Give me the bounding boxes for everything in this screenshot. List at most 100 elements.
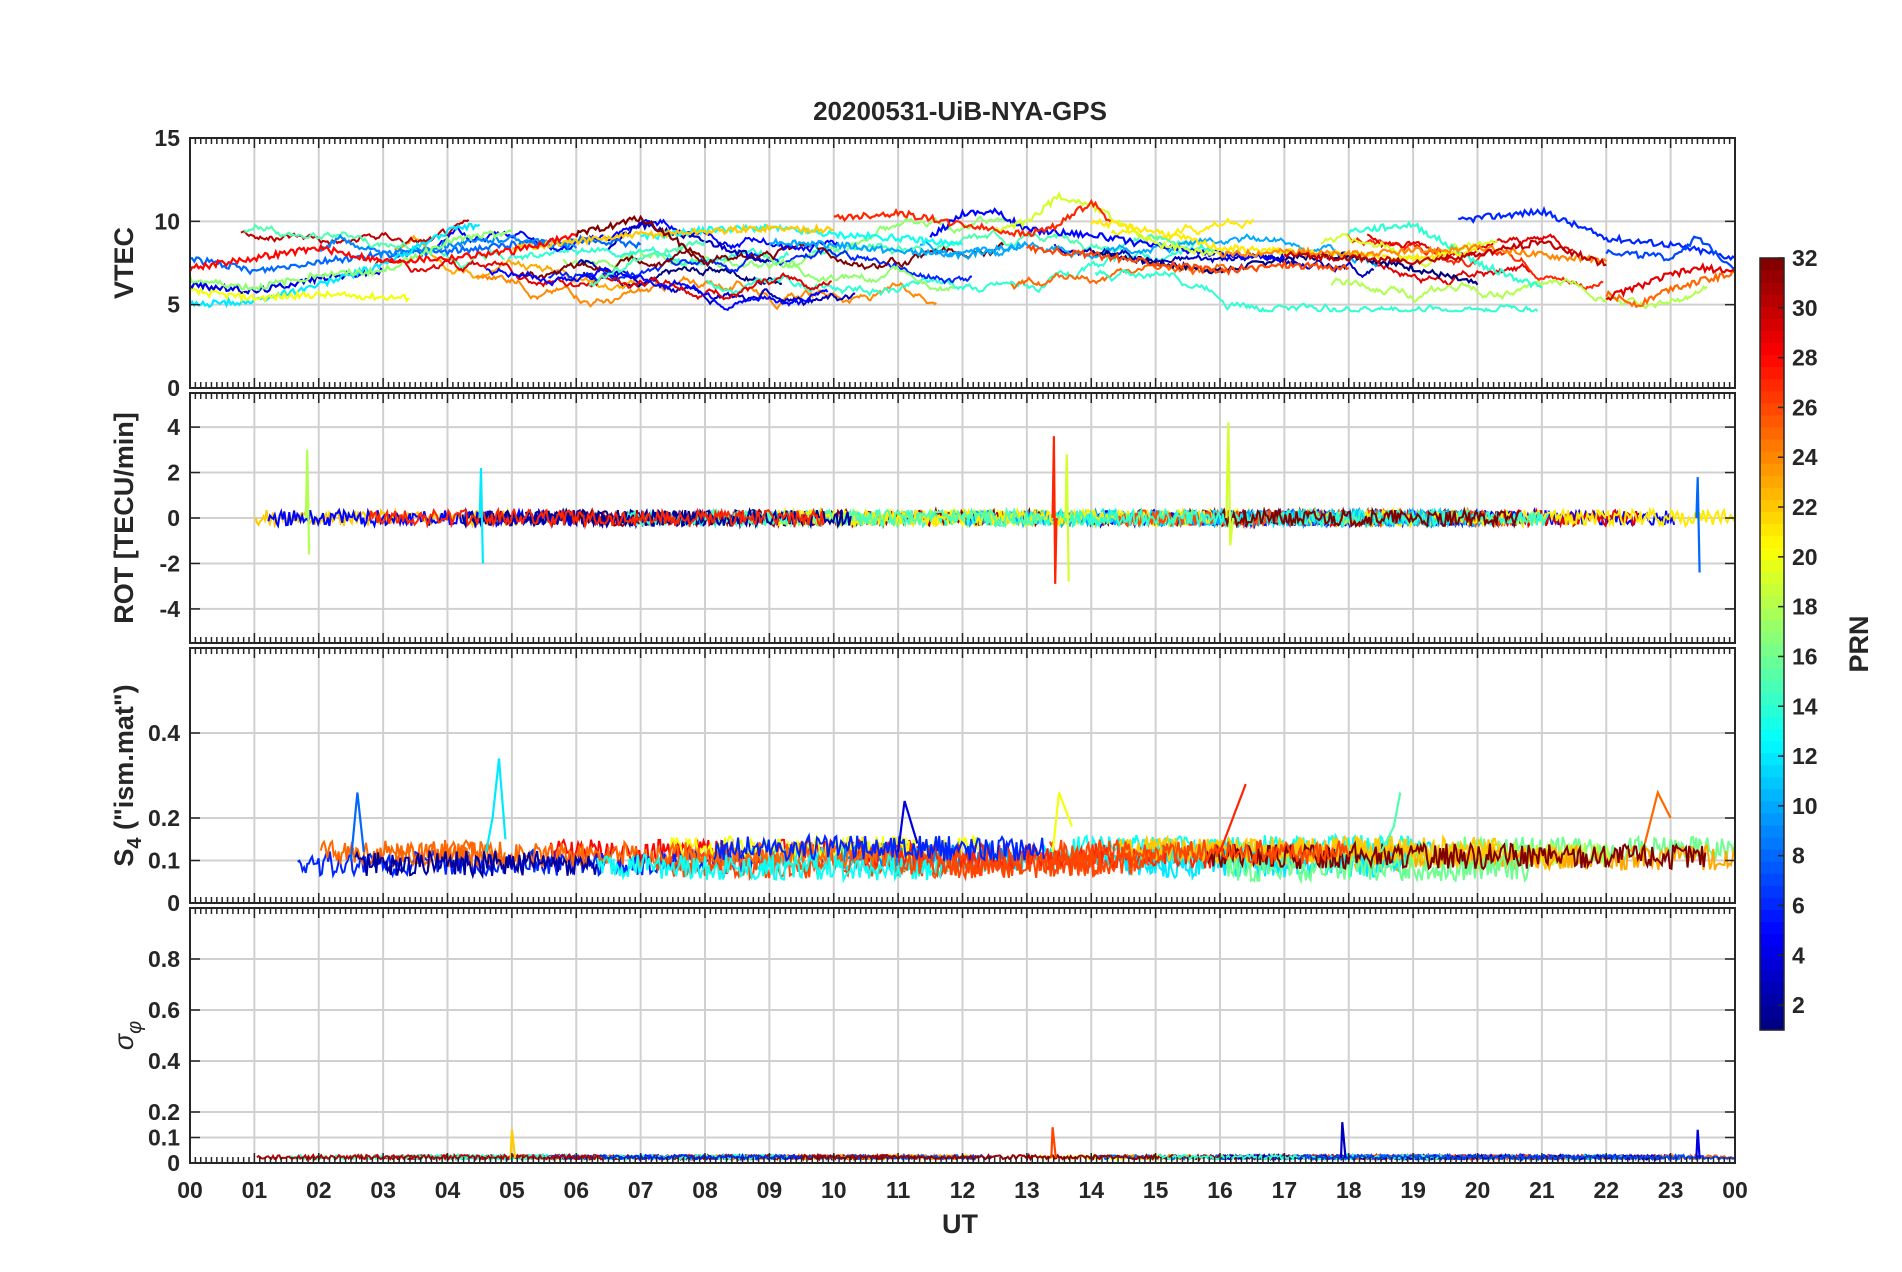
colorbar-band bbox=[1760, 378, 1784, 392]
series-prn-20 bbox=[1051, 792, 1073, 853]
x-tick-label: 02 bbox=[306, 1177, 332, 1203]
series-prn-9 bbox=[318, 233, 578, 261]
y-axis-label: σφ bbox=[109, 1021, 146, 1050]
colorbar-band bbox=[1760, 776, 1784, 790]
colorbar-band bbox=[1760, 981, 1784, 995]
trace-line bbox=[485, 266, 829, 312]
series-prn-29 bbox=[1605, 261, 1735, 302]
series-prn-8 bbox=[190, 234, 642, 276]
trace-line bbox=[368, 506, 825, 530]
trace-line bbox=[764, 254, 955, 292]
colorbar-band bbox=[1760, 438, 1784, 452]
colorbar-tick-label: 30 bbox=[1792, 295, 1818, 321]
series-prn-19 bbox=[993, 190, 1221, 257]
colorbar-band bbox=[1760, 849, 1784, 862]
colorbar-band bbox=[1760, 812, 1784, 826]
colorbar-band bbox=[1760, 547, 1784, 561]
series-prn-15 bbox=[1379, 792, 1402, 853]
colorbar-band bbox=[1760, 487, 1784, 500]
colorbar-tick-label: 6 bbox=[1792, 892, 1805, 918]
colorbar-band bbox=[1760, 258, 1784, 271]
colorbar-tick-label: 18 bbox=[1792, 594, 1818, 620]
colorbar-band bbox=[1760, 728, 1784, 742]
traces bbox=[297, 758, 1735, 885]
series-prn-18 bbox=[304, 449, 311, 555]
x-tick-label: 04 bbox=[435, 1177, 461, 1203]
y-tick-label: 2 bbox=[167, 460, 180, 486]
colorbar-band bbox=[1760, 414, 1784, 428]
colorbar-band bbox=[1760, 306, 1784, 319]
x-axis-label: UT bbox=[942, 1209, 978, 1239]
y-tick-label: 4 bbox=[167, 414, 180, 440]
trace-line bbox=[1257, 507, 1550, 529]
colorbar-band bbox=[1760, 656, 1784, 669]
y-axis-label: S4 ("ism.mat") bbox=[109, 684, 146, 866]
colorbar-tick-label: 22 bbox=[1792, 494, 1818, 520]
colorbar-band bbox=[1760, 475, 1784, 488]
colorbar-tick-label: 2 bbox=[1792, 992, 1805, 1018]
colorbar-band bbox=[1760, 270, 1784, 283]
panel-3: 0 0.1 0.2 0.4S4 ("ism.mat") bbox=[109, 647, 1736, 916]
series-prn-8 bbox=[349, 792, 365, 861]
x-tick-label: 23 bbox=[1658, 1177, 1684, 1203]
colorbar-tick-label: 16 bbox=[1792, 643, 1818, 669]
colorbar-tick-label: 26 bbox=[1792, 394, 1818, 420]
minor-ticks bbox=[189, 393, 1736, 643]
colorbar-band bbox=[1760, 824, 1784, 838]
colorbar-band bbox=[1760, 837, 1784, 850]
colorbar-band bbox=[1760, 1017, 1784, 1031]
trace-line bbox=[1225, 853, 1531, 885]
x-tick-label: 00 bbox=[177, 1177, 203, 1203]
series-prn-3 bbox=[1339, 1122, 1347, 1158]
series-prn-27 bbox=[833, 198, 1112, 238]
colorbar-band bbox=[1760, 619, 1784, 633]
chart-title: 20200531-UiB-NYA-GPS bbox=[813, 96, 1107, 126]
colorbar-band bbox=[1760, 800, 1784, 814]
y-tick-label: -4 bbox=[160, 596, 181, 622]
y-tick-label: 0.2 bbox=[148, 805, 180, 831]
trace-line bbox=[596, 852, 949, 884]
colorbar-band bbox=[1760, 463, 1784, 476]
colorbar-band bbox=[1760, 595, 1784, 609]
colorbar-band bbox=[1760, 764, 1784, 778]
x-tick-label: 06 bbox=[563, 1177, 589, 1203]
y-tick-label: 0 bbox=[167, 890, 180, 916]
colorbar-band bbox=[1760, 390, 1784, 404]
x-tick-label: 11 bbox=[886, 1177, 911, 1203]
series-prn-20 bbox=[190, 287, 410, 304]
x-tick-label: 00 bbox=[1722, 1177, 1748, 1203]
series-prn-25 bbox=[1605, 268, 1735, 309]
x-tick-label: 19 bbox=[1400, 1177, 1426, 1203]
series-prn-4 bbox=[897, 800, 919, 853]
series-prn-28 bbox=[190, 232, 577, 272]
colorbar-band bbox=[1760, 644, 1784, 657]
minor-ticks bbox=[189, 648, 1736, 903]
colorbar-tick-label: 20 bbox=[1792, 544, 1818, 570]
minor-ticks bbox=[189, 138, 1736, 388]
y-tick-label: -2 bbox=[160, 550, 180, 576]
series-prn-7 bbox=[1605, 235, 1735, 270]
series-prn-8 bbox=[1695, 477, 1701, 573]
x-tick-label: 01 bbox=[242, 1177, 268, 1203]
trace-line bbox=[713, 832, 1045, 863]
series-prn-22 bbox=[509, 1129, 517, 1159]
y-tick-label: 5 bbox=[167, 292, 180, 318]
colorbar-band bbox=[1760, 933, 1784, 947]
series-prn-4 bbox=[1695, 1129, 1701, 1158]
trace-line bbox=[1055, 506, 1255, 529]
x-tick-label: 13 bbox=[1014, 1177, 1040, 1203]
series-prn-32 bbox=[575, 214, 706, 262]
series-prn-25 bbox=[1643, 789, 1672, 844]
series-prn-17 bbox=[190, 229, 513, 292]
series-prn-12 bbox=[485, 758, 507, 853]
colorbar-band bbox=[1760, 945, 1784, 959]
x-tick-label: 16 bbox=[1207, 1177, 1233, 1203]
trace-line bbox=[516, 241, 1005, 280]
x-tick-label: 05 bbox=[499, 1177, 525, 1203]
x-axis-ticks: 00 01 02 03 04 05 06 07 08 09 10 11 12 13 14 15 16 17 18 19… bbox=[177, 1177, 1748, 1203]
colorbar-band bbox=[1760, 330, 1784, 344]
colorbar-band bbox=[1760, 402, 1784, 416]
